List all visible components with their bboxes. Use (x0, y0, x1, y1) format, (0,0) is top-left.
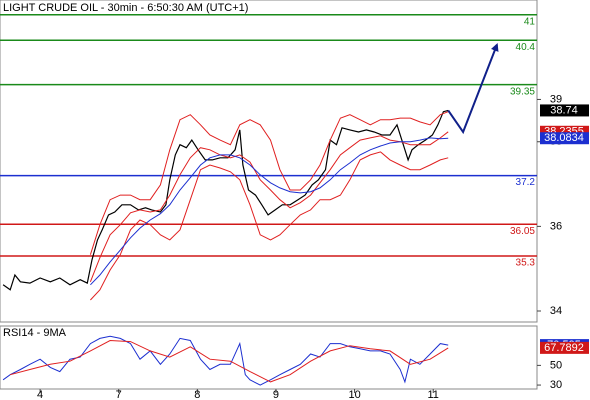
level-label: 36.05 (510, 226, 535, 237)
x-tick-label: 7 (116, 389, 122, 400)
level-label: 37.2 (516, 177, 536, 188)
rsi-panel-frame (0, 325, 538, 390)
level-label: 41 (524, 16, 536, 27)
x-tick-label: 10 (348, 389, 360, 400)
y-tick-label: 39 (550, 93, 562, 105)
last-value-box (540, 132, 589, 145)
x-tick-label: 11 (428, 389, 439, 400)
series-line (89, 131, 449, 282)
level-label: 39.35 (510, 86, 535, 97)
last-value-box (540, 104, 589, 117)
x-tick-label: 8 (194, 389, 200, 400)
series-line (89, 111, 449, 255)
series-line (90, 137, 449, 286)
y-tick-label: 30 (550, 379, 562, 391)
series-line (90, 151, 449, 301)
level-label: 40.4 (516, 42, 536, 53)
y-tick-label: 34 (550, 305, 562, 317)
series-line (2, 109, 449, 291)
y-tick-label: 50 (550, 359, 562, 371)
price-panel-frame (0, 0, 538, 323)
level-label: 35.3 (516, 258, 536, 269)
y-tick-label: 36 (550, 220, 562, 232)
last-value-label: 38.0834 (544, 132, 584, 144)
x-tick-label: 4 (37, 389, 43, 400)
series-line (10, 339, 449, 383)
last-value-label: 38.74 (550, 104, 578, 116)
x-tick-label: 9 (273, 389, 279, 400)
last-value-label: 67.7892 (544, 342, 584, 354)
last-value-box (540, 341, 589, 354)
projection-arrow (447, 43, 499, 135)
chart-title: LIGHT CRUDE OIL - 30min - 6:50:30 AM (UT… (3, 2, 248, 14)
rsi-title: RSI14 - 9MA (3, 327, 67, 339)
